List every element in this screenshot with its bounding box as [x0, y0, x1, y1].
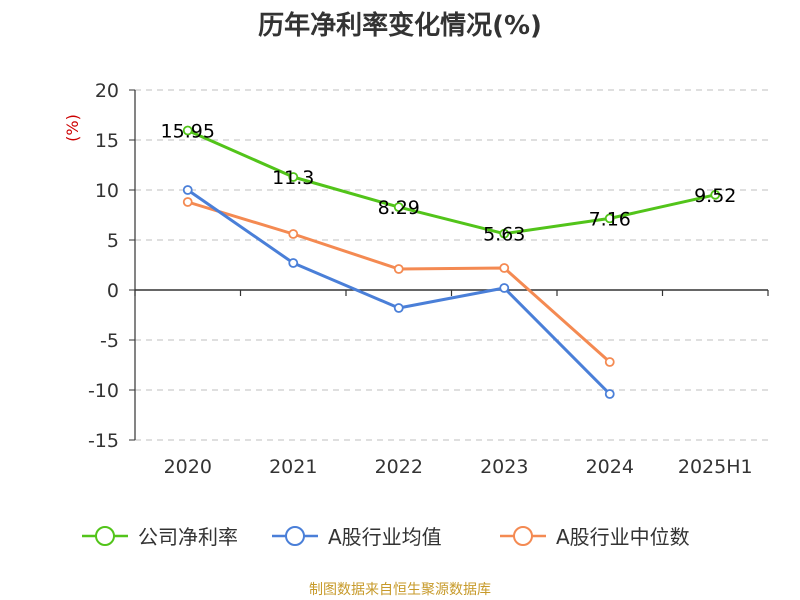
- data-point: [499, 283, 510, 293]
- y-tick-label: 0: [107, 280, 119, 302]
- axes: 20 15 10 5 0 -5 -10 -15 2020 2021 2022 2023 2024 2025…: [88, 80, 769, 478]
- series-line: [187, 129, 716, 236]
- data-point: [182, 125, 193, 136]
- legend-label: A股行业中位数: [556, 525, 690, 549]
- legend-label: 公司净利率: [138, 525, 238, 549]
- y-tick-label: 20: [95, 80, 119, 102]
- data-point: [288, 172, 299, 182]
- data-point: [604, 213, 615, 224]
- legend-marker: [285, 526, 305, 546]
- data-point: [499, 263, 510, 273]
- x-tick-label: 2024: [586, 456, 634, 478]
- data-label: 7.16: [589, 208, 631, 230]
- x-tick-label: 2022: [375, 456, 423, 478]
- y-tick-label: -15: [88, 430, 119, 452]
- grid-lines: [135, 89, 768, 441]
- x-tick-label: 2023: [480, 456, 528, 478]
- y-tick-label: -10: [88, 380, 119, 402]
- y-axis-unit-label: (%): [63, 114, 82, 142]
- data-point: [604, 389, 615, 399]
- data-point: [604, 357, 615, 367]
- data-point: [393, 264, 404, 274]
- data-point: [393, 303, 404, 313]
- legend-marker: [513, 526, 533, 546]
- data-labels: 15.95 11.3 8.29 5.63 7.16 9.52: [161, 121, 737, 246]
- data-label: 11.3: [272, 167, 314, 189]
- data-label: 5.63: [483, 224, 525, 246]
- y-tick-label: 10: [95, 180, 119, 202]
- data-point: [182, 185, 193, 195]
- y-tick-label: 15: [95, 130, 119, 152]
- series-lines: [182, 125, 721, 399]
- source-note: 制图数据来自恒生聚源数据库: [309, 582, 491, 598]
- chart-title: 历年净利率变化情况(%): [258, 10, 542, 41]
- x-tick-label: 2021: [269, 456, 317, 478]
- y-tick-label: -5: [100, 330, 119, 352]
- legend: 公司净利率 A股行业均值 A股行业中位数: [82, 525, 690, 549]
- data-point: [288, 258, 299, 268]
- x-tick-label: 2020: [164, 456, 212, 478]
- data-label: 8.29: [378, 197, 420, 219]
- legend-marker: [95, 526, 115, 546]
- y-tick-label: 5: [107, 230, 119, 252]
- legend-label: A股行业均值: [328, 525, 442, 549]
- data-point: [710, 189, 721, 200]
- data-point: [393, 202, 404, 213]
- x-tick-label: 2025H1: [678, 456, 753, 478]
- data-point: [288, 229, 299, 239]
- series-line: [187, 200, 611, 364]
- data-label: 9.52: [694, 185, 736, 207]
- data-label: 15.95: [161, 121, 215, 143]
- data-point: [182, 197, 193, 207]
- data-point: [499, 228, 510, 239]
